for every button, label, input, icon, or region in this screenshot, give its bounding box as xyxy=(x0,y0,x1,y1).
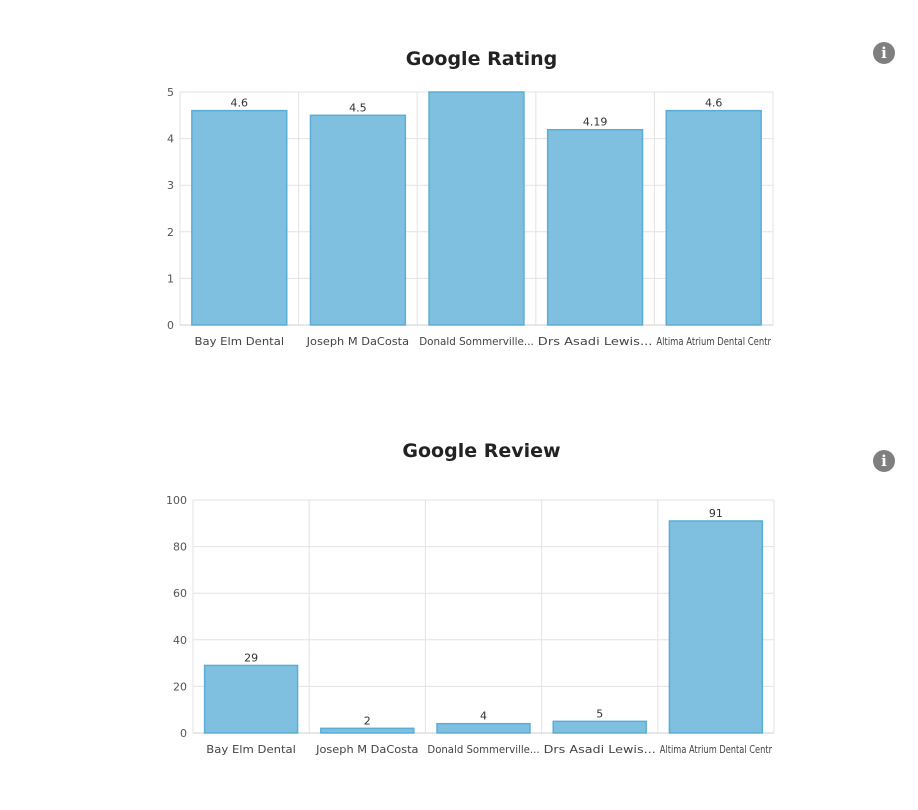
chart-title: Google Rating xyxy=(405,48,558,70)
x-tick-label: Donald Sommerville... xyxy=(419,335,534,348)
y-tick-label: 1 xyxy=(167,272,174,285)
data-label: 4.6 xyxy=(231,97,249,110)
bar xyxy=(665,109,762,326)
y-tick-label: 3 xyxy=(167,179,174,192)
data-label: 2 xyxy=(364,714,371,727)
data-label: 4.19 xyxy=(583,116,608,129)
data-label: 4 xyxy=(480,710,487,723)
x-tick-label: Altima Atrium Dental Centr xyxy=(660,743,773,756)
bar xyxy=(668,520,764,734)
data-label: 5 xyxy=(596,707,603,720)
data-label: 4.6 xyxy=(705,97,723,110)
bar xyxy=(428,91,525,326)
bar xyxy=(546,128,644,326)
bar xyxy=(436,722,531,734)
data-label: 4.5 xyxy=(349,101,367,114)
info-icon[interactable]: i xyxy=(873,42,895,64)
y-tick-label: 100 xyxy=(166,494,187,507)
google-review-chart: 0 20 40 60 80 100 29 Bay Elm Dental 2 Joseph M Da… xyxy=(166,494,775,756)
y-tick-label: 4 xyxy=(167,133,174,146)
y-tick-label: 0 xyxy=(167,319,174,332)
x-tick-label: Donald Sommerville... xyxy=(427,743,539,756)
info-icon[interactable]: i xyxy=(873,450,895,472)
chart-title: Google Review xyxy=(402,440,561,462)
y-tick-label: 40 xyxy=(173,634,187,647)
x-tick-label: Drs Asadi Lewis... xyxy=(538,335,653,348)
y-tick-label: 2 xyxy=(167,226,174,239)
y-tick-label: 80 xyxy=(173,541,187,554)
bar xyxy=(191,109,288,326)
google-rating-panel: Google Rating i 0 1 2 3 4 5 4.6 Bay Elm Dental 4… xyxy=(0,0,918,392)
x-tick-label: Altima Atrium Dental Centr xyxy=(656,335,771,348)
x-tick-label: Bay Elm Dental xyxy=(195,335,285,348)
data-label: 91 xyxy=(709,507,723,520)
x-tick-label: Drs Asadi Lewis... xyxy=(544,743,656,756)
data-label: 29 xyxy=(244,651,258,664)
x-tick-label: Bay Elm Dental xyxy=(206,743,296,756)
y-tick-label: 60 xyxy=(173,587,187,600)
x-tick-label: Joseph M DaCosta xyxy=(306,335,409,348)
y-tick-label: 20 xyxy=(173,680,187,693)
bar xyxy=(203,664,299,734)
google-rating-chart: 0 1 2 3 4 5 4.6 Bay Elm Dental 4.5 Joseph M DaCos… xyxy=(167,86,774,348)
y-tick-label: 5 xyxy=(167,86,174,99)
bar xyxy=(309,114,407,326)
bar xyxy=(552,720,647,734)
bar xyxy=(320,727,415,734)
google-review-panel: Google Review i 0 20 40 60 80 100 29 Bay Elm De… xyxy=(0,392,918,810)
x-tick-label: Joseph M DaCosta xyxy=(315,743,418,756)
y-tick-label: 0 xyxy=(180,727,187,740)
